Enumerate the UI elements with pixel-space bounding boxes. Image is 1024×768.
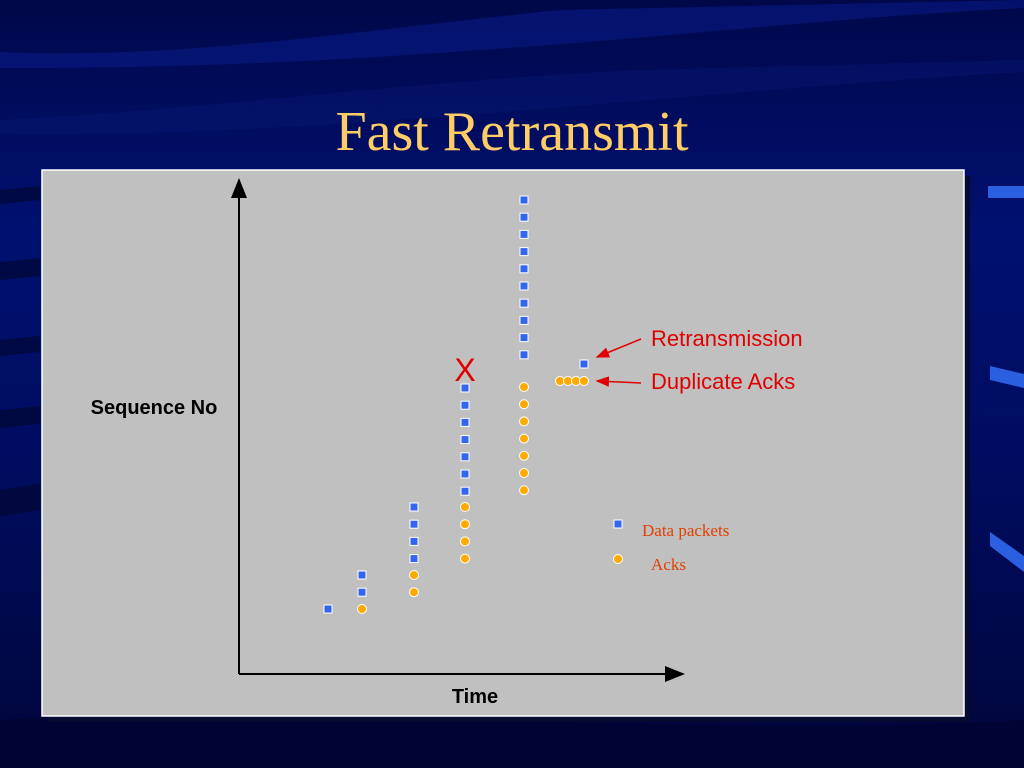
data-packet-marker <box>519 212 529 222</box>
ack-marker <box>460 502 470 512</box>
ack-marker <box>460 519 470 530</box>
data-packet-marker <box>460 417 470 427</box>
ack-marker <box>357 604 367 614</box>
data-packet-marker <box>519 315 529 325</box>
edge-tab <box>990 366 1024 388</box>
data-packet-marker <box>519 298 529 308</box>
data-packet-marker <box>579 359 589 369</box>
diagram-panel <box>41 169 965 717</box>
ack-marker <box>460 536 470 547</box>
data-packet-marker <box>460 383 470 393</box>
legend-acks-label: Acks <box>651 555 686 574</box>
data-packet-marker <box>323 604 333 614</box>
ack-marker <box>579 376 589 386</box>
data-packet-marker <box>409 502 419 512</box>
right-edge-tabs <box>988 186 1024 572</box>
retransmission-label: Retransmission <box>651 326 803 351</box>
retransmission-arrow <box>595 338 642 358</box>
ack-marker <box>519 416 529 427</box>
data-packet-marker <box>519 333 529 343</box>
y-axis-label: Sequence No <box>91 397 218 419</box>
x-axis-label: Time <box>452 686 498 708</box>
data-packet-marker <box>519 350 529 360</box>
ack-marker <box>519 382 529 392</box>
data-packet-marker <box>519 281 529 291</box>
data-packet-marker <box>357 570 367 580</box>
data-packet-marker <box>357 587 367 597</box>
ack-marker <box>519 433 529 444</box>
data-packet-marker <box>460 486 470 496</box>
duplicate-acks-arrow <box>595 376 642 387</box>
legend: Data packets Acks <box>613 519 729 574</box>
duplicate-acks-label: Duplicate Acks <box>651 369 795 394</box>
data-packet-marker <box>460 452 470 462</box>
ack-marker <box>460 553 470 564</box>
ack-marker <box>519 468 529 478</box>
ack-marker <box>519 485 529 496</box>
ack-marker <box>519 450 529 461</box>
data-packet-marker <box>519 247 529 257</box>
ack-marker <box>409 587 419 598</box>
ack-marker <box>519 399 529 410</box>
data-packet-marker <box>519 195 529 205</box>
legend-ack-swatch <box>613 554 623 564</box>
legend-data-packet-swatch <box>613 519 623 529</box>
data-packet-marker <box>409 554 419 564</box>
ack-marker <box>409 570 419 580</box>
loss-marker: X <box>454 352 475 388</box>
data-packet-marker <box>519 229 529 239</box>
edge-tab <box>990 532 1024 572</box>
data-packet-marker <box>460 469 470 479</box>
data-packet-marker <box>409 536 419 546</box>
data-packet-marker <box>409 519 419 529</box>
slide-title: Fast Retransmit <box>335 101 689 163</box>
legend-data-packets-label: Data packets <box>642 521 729 540</box>
data-packet-marker <box>460 400 470 410</box>
packet-layer <box>323 195 589 614</box>
data-packet-marker <box>460 435 470 445</box>
data-packet-marker <box>519 264 529 274</box>
edge-tab <box>988 186 1024 198</box>
